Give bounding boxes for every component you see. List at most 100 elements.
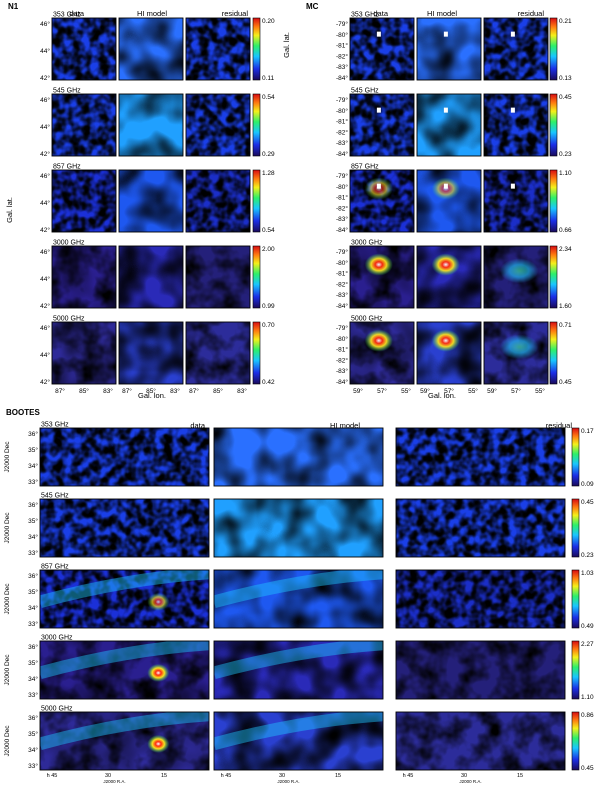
- bootes-r3-c0-frame: [39, 640, 210, 700]
- n1-r4-c0-frame: [51, 321, 117, 385]
- mc-r3-c0-map: [349, 245, 415, 309]
- mc-ytick: -79°: [336, 172, 348, 180]
- mc-xtick: 59°: [487, 387, 497, 395]
- bootes-r2-c0-map: [39, 569, 210, 629]
- bootes-ytick: 36°: [28, 714, 38, 722]
- bootes-xtick: 30: [279, 773, 285, 779]
- n1-r0-colorbar-max: 0.20: [262, 18, 275, 25]
- bootes-r0-c0-frame: [39, 427, 210, 487]
- n1-xtick: 87°: [189, 387, 199, 395]
- n1-r3-colorbar: 2.00 0.99: [252, 245, 275, 310]
- bootes-r0-c1-map: [213, 427, 384, 487]
- bootes-xtick: 30: [105, 773, 111, 779]
- bootes-r2-c1-frame: [213, 569, 384, 629]
- mc-ytick: -83°: [336, 291, 348, 299]
- mc-ytick: -84°: [336, 226, 348, 234]
- bootes-r3-c1-map: [213, 640, 384, 700]
- bootes-r4-c0-frame: [39, 711, 210, 771]
- n1-ytick: 44°: [40, 275, 50, 283]
- bootes-col-data: data: [190, 421, 205, 430]
- mc-ytick: -83°: [336, 63, 348, 71]
- mc-xtick: 57°: [377, 387, 387, 395]
- bootes-r0-c2-frame: [395, 427, 566, 487]
- bootes-freq-label: 5000 GHz: [41, 706, 73, 713]
- bootes-ytick: 36°: [28, 430, 38, 438]
- mc-r0-c1-frame: [416, 17, 482, 81]
- bootes-xtick: 15: [517, 773, 523, 779]
- n1-ytick: 44°: [40, 123, 50, 131]
- mc-r4-colorbar-max: 0.71: [559, 322, 572, 329]
- bootes-r4-c1-frame: [213, 711, 384, 771]
- n1-r2-c2-frame: [185, 169, 251, 233]
- n1-r1-c1-map: [118, 93, 184, 157]
- bootes-r2-colorbar-max: 1.03: [581, 570, 594, 577]
- mc-ytick: -84°: [336, 74, 348, 82]
- mc-ytick: -84°: [336, 150, 348, 158]
- bootes-col-model: HI model: [330, 421, 360, 430]
- bootes-ytick: 34°: [28, 462, 38, 470]
- bootes-r1-c0-frame: [39, 498, 210, 558]
- bootes-r1-c2-frame: [395, 498, 566, 558]
- n1-col-model: HI model: [137, 9, 167, 18]
- n1-r4-colorbar: 0.70 0.42: [252, 321, 275, 386]
- bootes-ylabel: J2000 Dec: [4, 725, 11, 757]
- bootes-ytick: 34°: [28, 604, 38, 612]
- mc-freq-label: 3000 GHz: [351, 240, 383, 247]
- bootes-r2-colorbar-min: 0.49: [581, 623, 594, 630]
- mc-r2-c2-map: [483, 169, 549, 233]
- mc-freq-label: 5000 GHz: [351, 316, 383, 323]
- n1-r1-c0-map: [51, 93, 117, 157]
- mc-ytick: -81°: [336, 346, 348, 354]
- bootes-r0-c0-map: [39, 427, 210, 487]
- mc-r4-c1-map: [416, 321, 482, 385]
- n1-r4-c0-map: [51, 321, 117, 385]
- bootes-ylabel: J2000 Dec: [4, 441, 11, 473]
- bootes-map-grid: 353 GHz 0.17 0.09 36° 35° 34° 33° J2000 Dec 545 …: [4, 422, 594, 785]
- bootes-ytick: 35°: [28, 588, 38, 596]
- mc-freq-label: 353 GHz: [351, 12, 379, 19]
- mc-col-data: data: [373, 9, 388, 18]
- mc-r1-c1-frame: [416, 93, 482, 157]
- bootes-r4-c0-map: [39, 711, 210, 771]
- n1-xtick: 85°: [79, 387, 89, 395]
- n1-freq-label: 857 GHz: [53, 164, 81, 171]
- bootes-r2-c2-frame: [395, 569, 566, 629]
- n1-r1-colorbar-min: 0.29: [262, 151, 275, 158]
- mc-r2-c0-frame: [349, 169, 415, 233]
- mc-r2-colorbar: 1.10 0.66: [549, 169, 572, 234]
- n1-r1-colorbar-max: 0.54: [262, 94, 275, 101]
- n1-xtick: 85°: [146, 387, 156, 395]
- n1-r0-c0-map: [51, 17, 117, 81]
- mc-ytick: -80°: [336, 183, 348, 191]
- bootes-r2-c1-map: [213, 569, 384, 629]
- mc-r0-c0-map: [349, 17, 415, 81]
- bootes-r1-colorbar: 0.45 0.23: [571, 498, 594, 559]
- n1-r2-c1-map: [118, 169, 184, 233]
- mc-r4-c2-map: [483, 321, 549, 385]
- bootes-xtick: h 45: [403, 773, 414, 779]
- n1-r4-colorbar-max: 0.70: [262, 322, 275, 329]
- n1-freq-label: 3000 GHz: [53, 240, 85, 247]
- n1-xtick: 87°: [55, 387, 65, 395]
- bootes-r2-c2-map: [395, 569, 566, 629]
- mc-r0-colorbar: 0.21 0.13: [549, 17, 572, 82]
- bootes-r3-colorbar-max: 2.27: [581, 641, 594, 648]
- bootes-r3-colorbar-min: 1.10: [581, 694, 594, 701]
- bootes-ytick: 34°: [28, 675, 38, 683]
- n1-ytick: 46°: [40, 96, 50, 104]
- n1-ytick: 44°: [40, 47, 50, 55]
- n1-r2-c0-map: [51, 169, 117, 233]
- mc-ytick: -80°: [336, 335, 348, 343]
- bootes-xlabel: J2000 R.A.: [459, 779, 481, 784]
- mc-r4-c1-frame: [416, 321, 482, 385]
- n1-r0-c2-map: [185, 17, 251, 81]
- mc-ytick: -82°: [336, 52, 348, 60]
- n1-r0-c1-frame: [118, 17, 184, 81]
- mc-ytick: -80°: [336, 107, 348, 115]
- n1-xtick: 83°: [237, 387, 247, 395]
- mc-r0-colorbar-max: 0.21: [559, 18, 572, 25]
- bootes-freq-label: 545 GHz: [41, 493, 69, 500]
- mc-map-grid: 353 GHz 0.210.13 -79° -80° -81° -82° -83° -84° 5…: [336, 12, 572, 396]
- mc-r4-c0-map: [349, 321, 415, 385]
- bootes-ylabel: J2000 Dec: [4, 512, 11, 544]
